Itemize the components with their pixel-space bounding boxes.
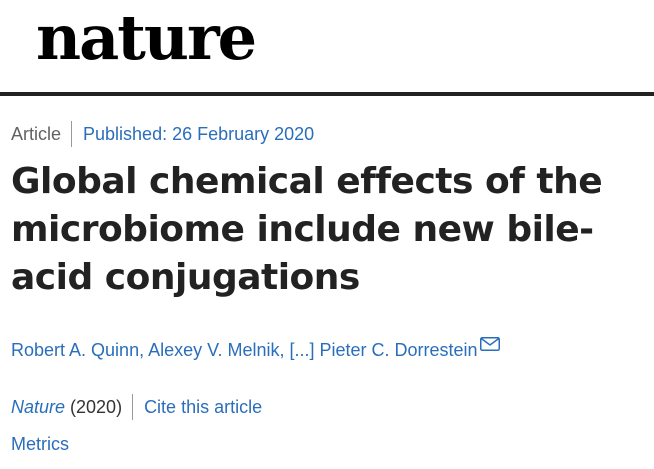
cite-this-article-link[interactable]: Cite this article [144, 396, 263, 417]
author-list: Robert A. Quinn, Alexey V. Melnik, [...]… [11, 337, 500, 361]
article-type-label: Article [11, 123, 62, 144]
masthead-divider [0, 92, 654, 96]
article-title: Global chemical effects of the microbiom… [11, 161, 603, 298]
published-date: Published: 26 February 2020 [83, 123, 315, 144]
metrics-link[interactable]: Metrics [11, 434, 69, 454]
citation-separator [132, 394, 134, 420]
authors-link[interactable]: Robert A. Quinn, Alexey V. Melnik, [...]… [11, 340, 478, 360]
article-meta: Article Published: 26 February 2020 [11, 121, 315, 147]
journal-link[interactable]: Nature [11, 396, 66, 417]
meta-separator [71, 121, 73, 147]
envelope-icon[interactable] [479, 335, 500, 356]
citation-line: Nature (2020) Cite this article [11, 394, 262, 420]
masthead: nature [0, 0, 654, 92]
nature-logo[interactable]: nature [36, 1, 257, 74]
publication-year: (2020) [70, 396, 123, 417]
